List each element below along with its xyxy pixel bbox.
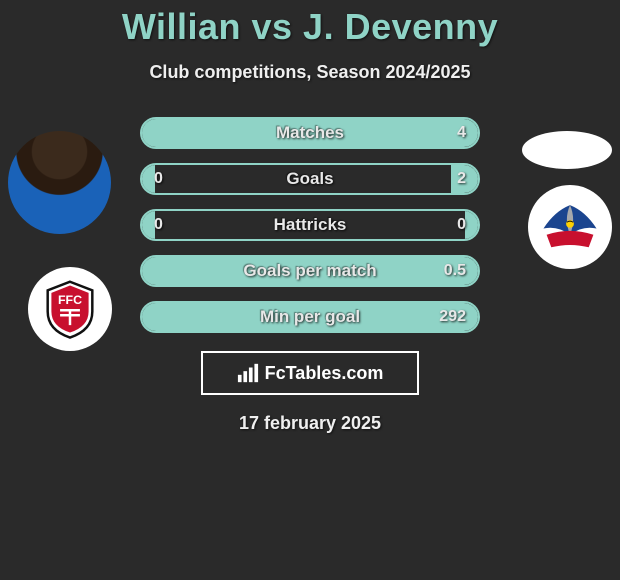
- svg-text:FFC: FFC: [58, 293, 82, 307]
- stat-value-right: 0.5: [444, 262, 466, 280]
- bars-chart-icon: [237, 362, 259, 384]
- brand-box: FcTables.com: [201, 351, 419, 395]
- comparison-panel: FFC Matches 4 Goals 0 2 Hattricks 0 0 Goals per …: [0, 117, 620, 434]
- stat-bars: Matches 4 Goals 0 2 Hattricks 0 0 Goals per matc…: [140, 117, 480, 333]
- player-left-avatar: [8, 131, 111, 234]
- player-right-avatar: [522, 131, 612, 169]
- subtitle: Club competitions, Season 2024/2025: [0, 62, 620, 83]
- fulham-crest-icon: FFC: [39, 278, 101, 340]
- bar-fill-right: [465, 211, 478, 239]
- stat-label: Goals per match: [243, 261, 376, 281]
- club-badge-left: FFC: [28, 267, 112, 351]
- stat-label: Hattricks: [274, 215, 347, 235]
- stat-bar: Matches 4: [140, 117, 480, 149]
- stat-label: Min per goal: [260, 307, 360, 327]
- crystal-palace-crest-icon: [531, 188, 609, 266]
- club-badge-right: [528, 185, 612, 269]
- date-line: 17 february 2025: [0, 413, 620, 434]
- stat-bar: Goals per match 0.5: [140, 255, 480, 287]
- stat-value-right: 4: [457, 124, 466, 142]
- stat-value-right: 0: [457, 216, 466, 234]
- stat-label: Goals: [286, 169, 333, 189]
- page-title: Willian vs J. Devenny: [0, 0, 620, 48]
- stat-value-left: 0: [154, 216, 163, 234]
- stat-label: Matches: [276, 123, 344, 143]
- stat-bar: Goals 0 2: [140, 163, 480, 195]
- stat-value-right: 2: [457, 170, 466, 188]
- stat-value-right: 292: [439, 308, 466, 326]
- stat-bar: Hattricks 0 0: [140, 209, 480, 241]
- stat-bar: Min per goal 292: [140, 301, 480, 333]
- stat-value-left: 0: [154, 170, 163, 188]
- brand-text: FcTables.com: [265, 363, 384, 384]
